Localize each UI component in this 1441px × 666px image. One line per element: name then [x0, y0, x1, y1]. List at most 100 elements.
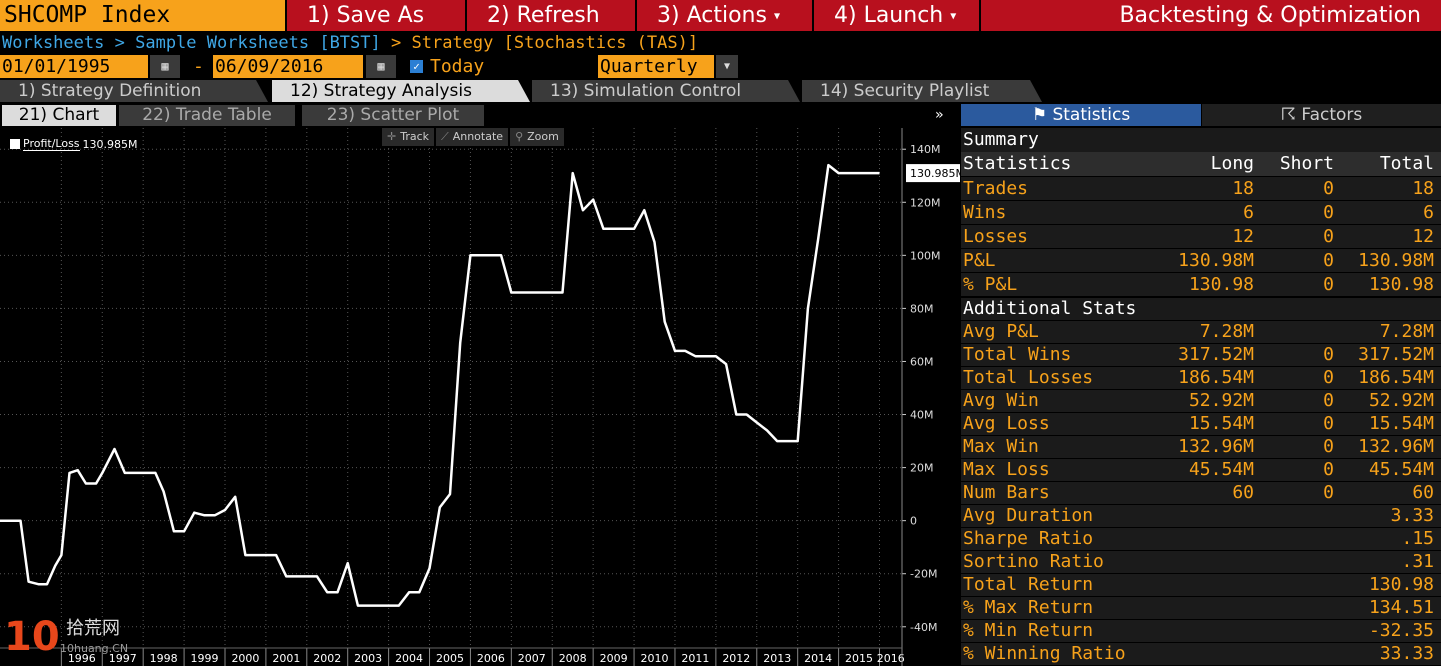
summary-table: Trades 18 0 18 Wins 6 0 6 Losses 12 0 12 P&L 130.98M 0… — [961, 177, 1441, 296]
stat-long: 6 — [1243, 202, 1254, 223]
tab-chart[interactable]: 21) Chart — [2, 105, 116, 126]
chart-canvas: 140M 120M 100M 80M 60M 40M 20M 0 -20M -40M 1996 199… — [0, 128, 965, 666]
period-select[interactable]: Quarterly — [598, 55, 714, 78]
stat-long — [1161, 643, 1257, 665]
breadcrumb-sample-worksheets[interactable]: Sample Worksheets [BTST] — [135, 33, 381, 53]
launch-menu-button[interactable]: 4) Launch ▾ — [812, 0, 979, 31]
refresh-button[interactable]: 2) Refresh — [465, 0, 635, 31]
stat-long: 52.92M — [1188, 390, 1254, 411]
x-tick-label: 1999 — [191, 652, 219, 665]
stat-row[interactable]: Total Wins 317.52M 0 317.52M — [961, 344, 1441, 366]
annotate-label: Annotate — [452, 130, 504, 143]
annotate-button[interactable]: ⟋ Annotate — [436, 128, 509, 146]
stat-long: 317.52M — [1178, 344, 1254, 365]
stat-total: .31 — [1401, 551, 1434, 572]
actions-menu-button[interactable]: 3) Actions ▾ — [635, 0, 812, 31]
stat-row[interactable]: % Min Return -32.35 — [961, 620, 1441, 642]
tab-factors[interactable]: ☈ Factors — [1201, 104, 1441, 126]
y-tick-label: -40M — [910, 621, 937, 634]
stat-long: 132.96M — [1178, 436, 1254, 457]
save-as-button[interactable]: 1) Save As — [285, 0, 465, 31]
y-tick-label: -20M — [910, 568, 937, 581]
stat-short: 0 — [1323, 459, 1334, 480]
stat-label: % Winning Ratio — [963, 643, 1126, 664]
stat-short: 0 — [1323, 436, 1334, 457]
header-long: Long — [1210, 153, 1254, 174]
tab-scatter-plot[interactable]: 23) Scatter Plot — [302, 105, 484, 126]
stat-row[interactable]: Losses 12 0 12 — [961, 225, 1441, 248]
stat-row[interactable]: Sharpe Ratio .15 — [961, 528, 1441, 550]
stat-row[interactable]: Total Return 130.98 — [961, 574, 1441, 596]
stat-row[interactable]: % Max Return 134.51 — [961, 597, 1441, 619]
stat-row[interactable]: Num Bars 60 0 60 — [961, 482, 1441, 504]
chevron-down-icon[interactable]: ▼ — [716, 55, 738, 78]
stat-short: 0 — [1323, 202, 1334, 223]
stat-label: Total Wins — [963, 344, 1072, 365]
profit-loss-chart[interactable]: 140M 120M 100M 80M 60M 40M 20M 0 -20M -40M 1996 199… — [0, 128, 965, 666]
stat-row[interactable]: Max Loss 45.54M 0 45.54M — [961, 459, 1441, 481]
tab-statistics[interactable]: ⚑ Statistics — [961, 104, 1201, 126]
stat-short: 0 — [1323, 390, 1334, 411]
stat-row[interactable]: Avg P&L 7.28M 7.28M — [961, 321, 1441, 343]
stat-row[interactable]: % Winning Ratio 33.33 — [961, 643, 1441, 665]
stat-short: 0 — [1323, 344, 1334, 365]
track-button[interactable]: ✛ Track — [382, 128, 435, 146]
last-value-label: 130.985M — [910, 167, 960, 180]
stat-row[interactable]: Avg Win 52.92M 0 52.92M — [961, 390, 1441, 412]
actions-label: 3) Actions — [657, 3, 767, 28]
tab-security-playlist[interactable]: 14) Security Playlist — [802, 80, 1042, 102]
stat-label: Max Win — [963, 436, 1039, 457]
stat-short — [1257, 620, 1337, 642]
stat-total: 134.51 — [1368, 597, 1434, 618]
stat-row[interactable]: Avg Duration 3.33 — [961, 505, 1441, 527]
breadcrumb-separator: > — [114, 33, 125, 53]
header-statistics: Statistics — [963, 153, 1072, 174]
today-checkbox[interactable]: ✓ — [410, 60, 423, 73]
legend-label: Profit/Loss — [23, 137, 80, 151]
x-tick-label: 2000 — [231, 652, 259, 665]
command-bar: SHCOMP Index 1) Save As 2) Refresh 3) Ac… — [0, 0, 1441, 31]
calendar-icon[interactable]: ▦ — [366, 55, 396, 78]
tab-simulation-control[interactable]: 13) Simulation Control — [532, 80, 800, 102]
collapse-panel-icon[interactable]: » — [935, 107, 944, 123]
track-label: Track — [400, 130, 430, 143]
panel-tabs: ⚑ Statistics ☈ Factors — [961, 104, 1441, 126]
stat-row[interactable]: Wins 6 0 6 — [961, 201, 1441, 224]
stat-row[interactable]: Total Losses 186.54M 0 186.54M — [961, 367, 1441, 389]
x-tick-label: 2008 — [559, 652, 587, 665]
stat-row[interactable]: Avg Loss 15.54M 0 15.54M — [961, 413, 1441, 435]
zoom-button[interactable]: ⚲ Zoom — [510, 128, 564, 146]
stat-long: 60 — [1232, 482, 1254, 503]
x-tick-label: 2014 — [804, 652, 832, 665]
stat-label: Avg Win — [963, 390, 1039, 411]
y-tick-label: 120M — [910, 196, 941, 209]
stat-total: 45.54M — [1368, 459, 1434, 480]
date-range-row: 01/01/1995 ▦ - 06/09/2016 ▦ ✓ Today Quar… — [0, 55, 760, 78]
calendar-icon[interactable]: ▦ — [150, 55, 180, 78]
tab-strategy-analysis[interactable]: 12) Strategy Analysis — [272, 80, 530, 102]
stat-label: Avg P&L — [963, 321, 1039, 342]
date-separator: - — [193, 56, 204, 77]
header-short: Short — [1279, 153, 1334, 174]
end-date-input[interactable]: 06/09/2016 — [213, 55, 363, 78]
stat-row[interactable]: % P&L 130.98 0 130.98 — [961, 273, 1441, 296]
tab-trade-table[interactable]: 22) Trade Table — [119, 105, 295, 126]
start-date-input[interactable]: 01/01/1995 — [0, 55, 148, 78]
tab-strategy-definition[interactable]: 1) Strategy Definition — [0, 80, 268, 102]
watermark-url: 10huang.CN — [60, 642, 129, 655]
stat-long — [1161, 574, 1257, 596]
x-tick-label: 2005 — [436, 652, 464, 665]
stat-label: Trades — [963, 178, 1029, 199]
ticker-field[interactable]: SHCOMP Index — [0, 0, 285, 31]
stat-short — [1257, 321, 1337, 343]
x-tick-label: 2012 — [722, 652, 750, 665]
stat-row[interactable]: P&L 130.98M 0 130.98M — [961, 249, 1441, 272]
chart-toolbar: ✛ Track ⟋ Annotate ⚲ Zoom — [382, 128, 564, 146]
summary-title: Summary — [961, 128, 1441, 152]
stat-row[interactable]: Sortino Ratio .31 — [961, 551, 1441, 573]
stat-row[interactable]: Trades 18 0 18 — [961, 177, 1441, 200]
stat-row[interactable]: Max Win 132.96M 0 132.96M — [961, 436, 1441, 458]
breadcrumb-current: Strategy [Stochastics (TAS)] — [411, 33, 699, 53]
breadcrumb-worksheets[interactable]: Worksheets — [2, 33, 105, 53]
additional-stats-title: Additional Stats — [961, 298, 1441, 320]
